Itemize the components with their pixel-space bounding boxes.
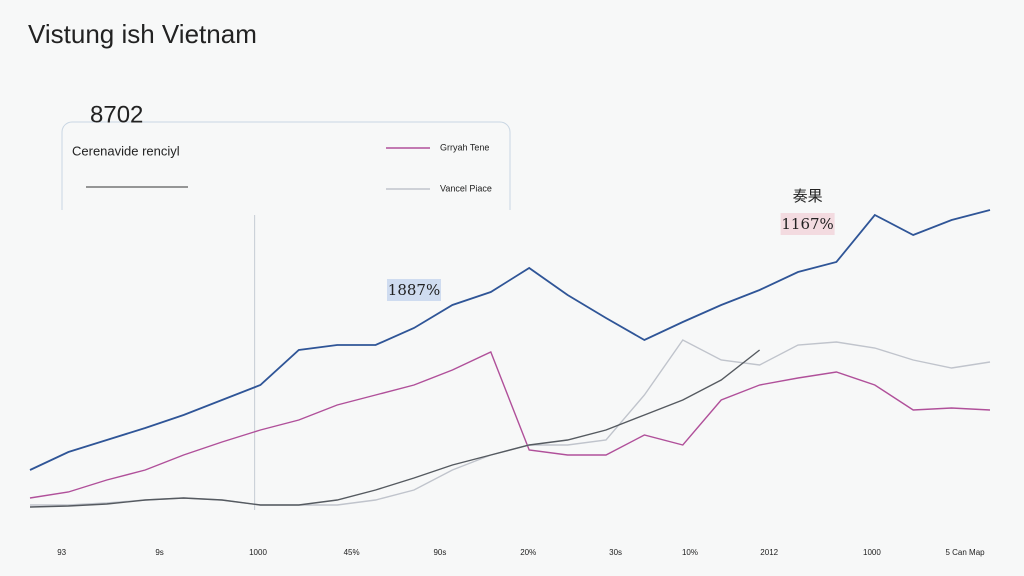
annotation-box [387,279,441,301]
subtitle: Cerenavide renciyl [72,143,180,158]
annotation-box [780,213,835,235]
x-tick-label: 93 [57,548,66,557]
chart-title: Vistung ish Vietnam [28,19,257,49]
series-line [29,349,761,508]
x-tick-label: 2012 [760,548,778,557]
x-tick-label: 90s [433,548,446,557]
x-tick-label: 20% [520,548,536,557]
annotation-text: 1167% [781,215,833,233]
x-tick-label: 10% [682,548,698,557]
headline-value: 8702 [90,101,143,128]
legend-label: Grryah Tene [440,142,489,152]
x-tick-label: 5 Can Map [945,548,985,557]
legend-label: Vancel Piace [440,183,492,193]
annotation-box [780,185,835,207]
legend-fade [40,210,520,250]
series-line [29,209,991,471]
series-line [29,351,991,499]
series-line [30,339,991,506]
x-tick-label: 45% [344,548,360,557]
x-tick-label: 9s [155,548,163,557]
annotation-text: 1887% [388,281,440,299]
x-tick-label: 1000 [863,548,881,557]
annotation-text: 奏果 [793,187,823,205]
x-tick-label: 30s [609,548,622,557]
x-tick-label: 1000 [249,548,267,557]
